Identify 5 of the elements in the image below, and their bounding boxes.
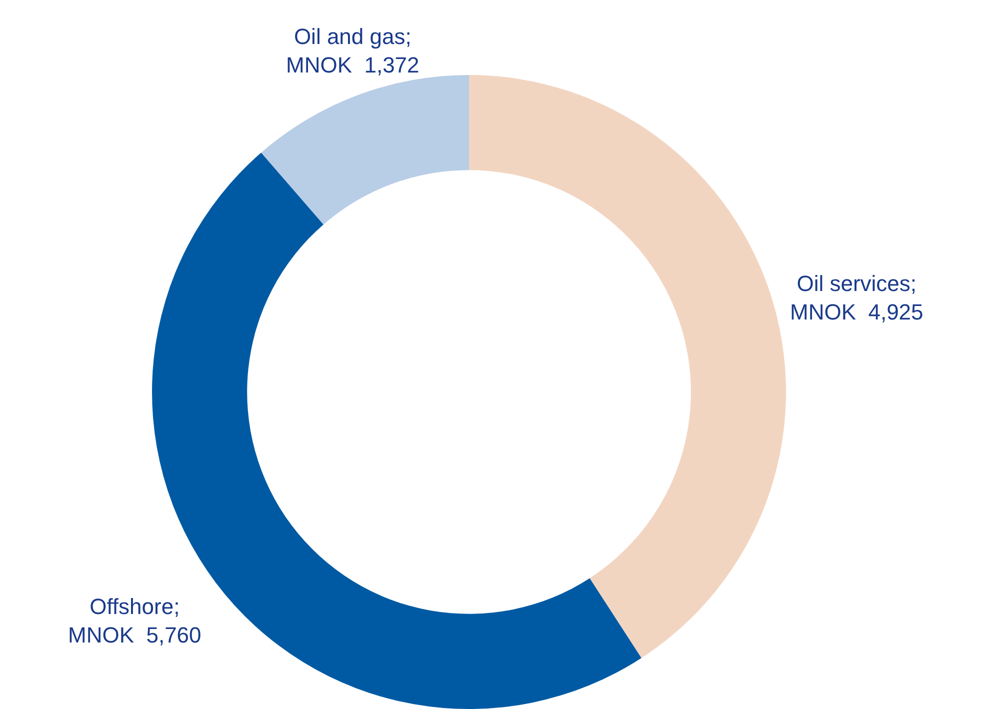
slice-label: Offshore; MNOK 5,760 <box>68 594 202 648</box>
donut-slice <box>261 75 469 224</box>
donut-slice <box>469 75 786 658</box>
slice-label: Oil services; MNOK 4,925 <box>790 271 924 325</box>
slice-label: Oil and gas; MNOK 1,372 <box>286 24 420 78</box>
